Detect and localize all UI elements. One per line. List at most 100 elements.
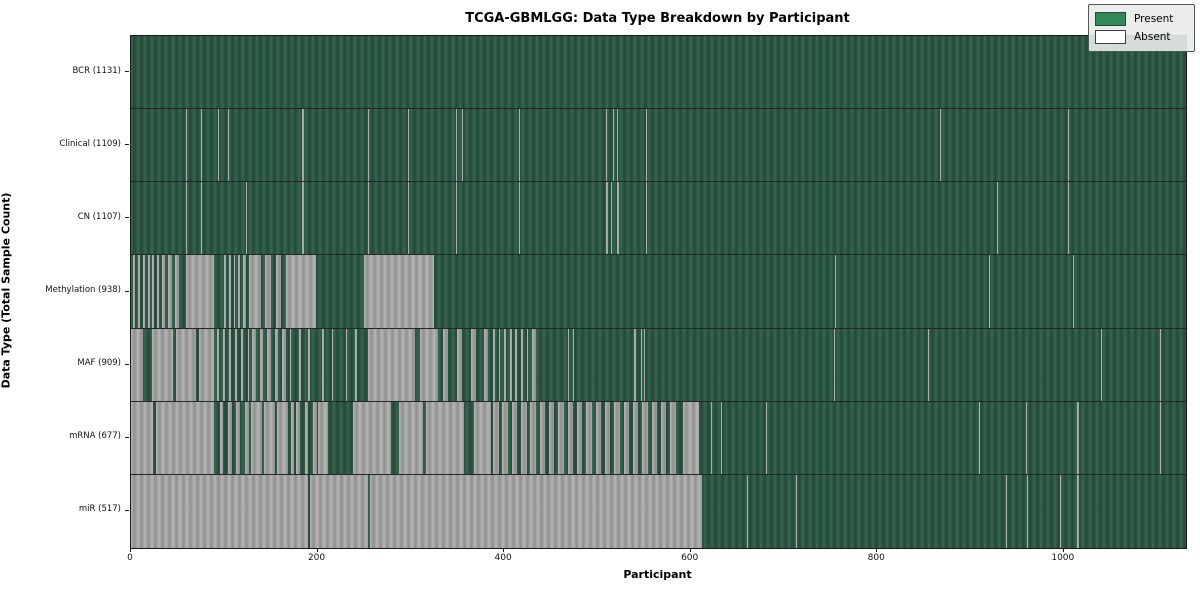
absent-segment: [1076, 474, 1079, 548]
absent-segment: [200, 182, 202, 255]
y-tick-label-mir: miR (517): [78, 504, 121, 515]
absent-segment: [186, 255, 214, 328]
absent-segment: [1076, 401, 1079, 474]
legend-label: Present: [1134, 13, 1174, 25]
y-tick-label-bcr: BCR (1131): [72, 65, 122, 76]
absent-segment: [645, 109, 647, 182]
absent-segment: [939, 109, 941, 182]
absent-segment: [238, 255, 241, 328]
absent-segment: [834, 328, 836, 401]
y-tick-mark: [125, 363, 129, 365]
absent-segment: [138, 255, 141, 328]
absent-segment: [301, 109, 305, 182]
absent-segment: [228, 328, 231, 401]
absent-segment: [568, 328, 570, 401]
absent-segment: [633, 328, 636, 401]
absent-segment: [132, 255, 135, 328]
absent-segment: [567, 401, 574, 474]
x-tick-label: 600: [681, 553, 699, 563]
legend-label: Absent: [1134, 31, 1171, 43]
absent-segment: [259, 328, 264, 401]
absent-segment: [264, 401, 275, 474]
absent-segment: [298, 328, 301, 401]
legend-swatch-absent: [1095, 30, 1126, 44]
absent-segment: [504, 328, 506, 401]
absent-segment: [443, 328, 449, 401]
y-tick-mark: [125, 436, 129, 438]
absent-segment: [308, 328, 311, 401]
absent-segment: [322, 328, 325, 401]
x-tick-label: 0: [127, 553, 133, 563]
chart-title: TCGA-GBMLGG: Data Type Breakdown by Part…: [465, 11, 850, 26]
absent-segment: [1026, 401, 1028, 474]
absent-segment: [398, 401, 423, 474]
absent-segment: [498, 328, 501, 401]
absent-segment: [766, 401, 768, 474]
x-tick-label: 800: [867, 553, 885, 563]
heatmap-row-maf: [131, 328, 1186, 402]
y-tick-mark: [125, 290, 129, 292]
absent-segment: [175, 328, 197, 401]
absent-segment: [457, 328, 463, 401]
legend-item-present: Present: [1095, 10, 1187, 28]
absent-segment: [683, 401, 700, 474]
y-tick-label-methylation: Methylation (938): [45, 285, 121, 295]
absent-segment: [455, 182, 457, 255]
absent-segment: [216, 328, 219, 401]
absent-segment: [462, 109, 464, 182]
x-tick-mark: [130, 548, 131, 552]
absent-segment: [586, 401, 592, 474]
absent-segment: [247, 328, 250, 401]
absent-segment: [282, 328, 286, 401]
absent-segment: [353, 401, 392, 474]
x-tick-mark: [503, 548, 505, 552]
absent-segment: [265, 255, 271, 328]
absent-segment: [304, 401, 309, 474]
absent-segment: [651, 401, 658, 474]
absent-segment: [143, 255, 145, 328]
absent-segment: [1159, 401, 1161, 474]
absent-segment: [530, 401, 536, 474]
absent-segment: [131, 328, 144, 401]
x-tick-label: 400: [494, 553, 512, 563]
absent-segment: [228, 401, 232, 474]
absent-segment: [367, 182, 369, 255]
absent-segment: [285, 255, 316, 328]
absent-segment: [310, 474, 368, 548]
absent-segment: [224, 255, 227, 328]
absent-segment: [152, 255, 155, 328]
absent-segment: [244, 401, 249, 474]
absent-segment: [721, 401, 723, 474]
absent-segment: [168, 255, 173, 328]
legend-item-absent: Absent: [1095, 28, 1187, 46]
absent-segment: [613, 109, 615, 182]
x-tick-mark: [689, 548, 691, 552]
absent-segment: [609, 328, 611, 401]
x-tick-mark: [316, 548, 318, 552]
absent-segment: [645, 182, 647, 255]
absent-segment: [927, 328, 929, 401]
absent-segment: [290, 401, 295, 474]
y-tick-label-cn: CN (1107): [77, 211, 121, 222]
absent-segment: [174, 255, 180, 328]
absent-segment: [632, 401, 639, 474]
absent-segment: [301, 182, 305, 255]
absent-segment: [611, 182, 613, 255]
absent-segment: [526, 328, 529, 401]
plot-area: [130, 35, 1187, 549]
absent-segment: [131, 401, 154, 474]
heatmap-row-clinical: [131, 109, 1186, 183]
absent-segment: [1068, 109, 1070, 182]
absent-segment: [644, 328, 645, 401]
absent-segment: [492, 401, 499, 474]
absent-segment: [978, 401, 980, 474]
absent-segment: [996, 182, 998, 255]
absent-segment: [228, 109, 229, 182]
absent-segment: [228, 255, 231, 328]
absent-segment: [1073, 255, 1075, 328]
absent-segment: [131, 474, 309, 548]
absent-segment: [519, 109, 520, 182]
absent-segment: [367, 328, 416, 401]
absent-segment: [235, 328, 238, 401]
absent-segment: [455, 109, 457, 182]
